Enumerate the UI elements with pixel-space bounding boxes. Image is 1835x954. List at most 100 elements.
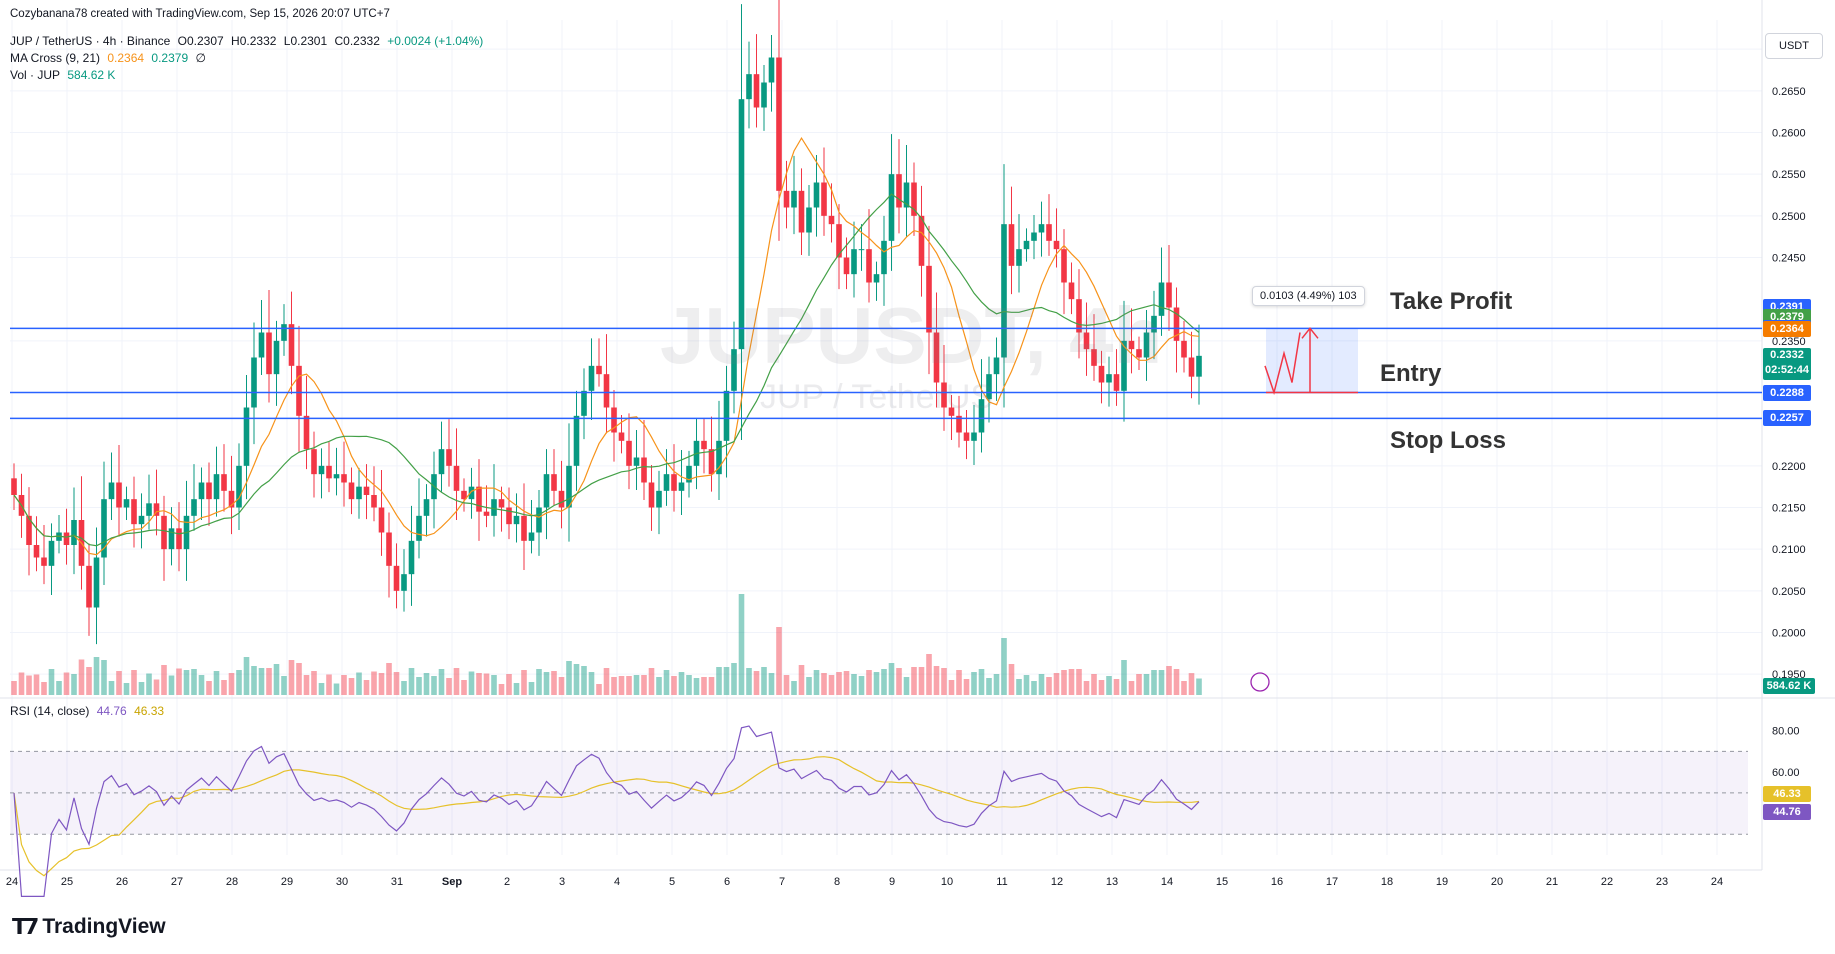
change-value: +0.0024 (+1.04%) <box>387 34 484 48</box>
currency-button[interactable]: USDT <box>1765 33 1823 59</box>
volume-bar <box>1053 673 1060 695</box>
candle-body <box>266 332 272 375</box>
volume-bar <box>971 672 977 695</box>
volume-bar <box>318 683 325 695</box>
volume-bar <box>1151 670 1157 695</box>
candle-body <box>1031 232 1037 241</box>
volume-bar <box>1136 674 1142 695</box>
volume-bar <box>813 670 820 695</box>
volume-bar <box>146 673 152 695</box>
volume-legend[interactable]: Vol · JUP 584.62 K <box>10 68 119 82</box>
candle-body <box>401 574 407 591</box>
candle-body <box>1083 332 1090 350</box>
volume-bar <box>588 672 595 695</box>
x-tick-label: 24 <box>1711 876 1723 888</box>
volume-bar <box>408 668 415 695</box>
volume-bar <box>521 670 527 695</box>
volume-bar <box>663 670 670 695</box>
symbol-legend[interactable]: JUP / TetherUS · 4h · Binance O0.2307 H0… <box>10 34 487 48</box>
x-tick-label: 4 <box>614 876 620 888</box>
candle-body <box>296 365 302 416</box>
candle-body <box>191 499 197 516</box>
candle-body <box>138 515 145 525</box>
rsi-legend[interactable]: RSI (14, close) 44.76 46.33 <box>10 704 168 718</box>
candle-body <box>1008 224 1015 266</box>
candle-body <box>573 415 580 466</box>
volume-bar <box>1166 666 1172 695</box>
x-tick-label: 3 <box>559 876 565 888</box>
candle-body <box>258 332 265 358</box>
candle-body <box>671 474 677 491</box>
candle-body <box>1076 299 1082 333</box>
volume-bar <box>56 681 62 695</box>
candle-body <box>1166 282 1172 308</box>
stop-loss-label[interactable]: Stop Loss <box>1390 427 1507 454</box>
candle-body <box>716 440 722 475</box>
rsi-line <box>13 725 1200 897</box>
volume-bar <box>206 681 212 695</box>
candle-body <box>536 507 542 533</box>
candle-body <box>723 390 730 441</box>
candle-body <box>701 440 707 450</box>
candle-body <box>528 532 535 541</box>
close-value: C0.2332 <box>334 34 380 48</box>
candle-body <box>393 565 400 591</box>
price-label: 0.2364 <box>1763 321 1811 338</box>
candle-body <box>1136 349 1142 358</box>
take-profit-label[interactable]: Take Profit <box>1390 288 1513 315</box>
volume-bar <box>948 680 955 695</box>
candle-body <box>123 499 130 508</box>
candle-body <box>213 474 220 500</box>
candle-body <box>228 490 235 508</box>
volume-bar <box>708 677 715 695</box>
open-value: O0.2307 <box>177 34 224 48</box>
volume-bar <box>1196 678 1202 695</box>
volume-bar <box>776 627 782 695</box>
volume-bar <box>333 683 340 695</box>
price-label: 0.2257 <box>1763 410 1811 427</box>
volume-bar <box>213 671 220 695</box>
candle-body <box>851 249 857 275</box>
volume-bar <box>311 671 317 695</box>
candle-body <box>131 499 137 525</box>
volume-bar <box>228 673 235 695</box>
volume-bar <box>168 675 175 695</box>
candle-body <box>776 57 782 191</box>
volume-bar <box>236 670 242 695</box>
volume-bar <box>536 669 542 695</box>
candle-body <box>101 499 107 558</box>
rsi-tick-label: 80.00 <box>1772 726 1800 738</box>
candle-body <box>1016 249 1022 266</box>
candle-body <box>311 449 317 475</box>
volume-bar <box>723 667 730 695</box>
candle-body <box>978 399 985 433</box>
volume-bar <box>1023 675 1030 695</box>
candle-body <box>986 374 992 400</box>
price-label: 0.2332 02:52:44 <box>1763 347 1811 380</box>
candle-body <box>446 449 452 466</box>
x-tick-label: 23 <box>1656 876 1668 888</box>
volume-bar <box>611 677 617 695</box>
volume-bar <box>821 673 827 695</box>
candle-body <box>303 415 310 450</box>
ma-legend[interactable]: MA Cross (9, 21) 0.2364 0.2379 ∅ <box>10 51 210 65</box>
volume-bar <box>11 681 17 695</box>
x-tick-label: 8 <box>834 876 840 888</box>
x-tick-label: 20 <box>1491 876 1503 888</box>
entry-label[interactable]: Entry <box>1380 360 1442 387</box>
tradingview-logo[interactable]: 𝗧𝟳 TradingView <box>12 914 166 940</box>
candle-body <box>521 515 527 541</box>
candle-body <box>761 82 767 108</box>
candle-body <box>753 74 760 108</box>
volume-bar <box>1008 664 1015 695</box>
volume-bar <box>881 669 887 695</box>
volume-bar <box>468 671 475 695</box>
y-tick-label: 0.2350 <box>1772 336 1806 348</box>
volume-bar <box>161 665 167 695</box>
candle-body <box>168 528 175 550</box>
volume-bar <box>491 675 497 695</box>
candle-body <box>273 340 280 375</box>
volume-bar <box>858 676 865 695</box>
volume-bar <box>596 684 602 695</box>
